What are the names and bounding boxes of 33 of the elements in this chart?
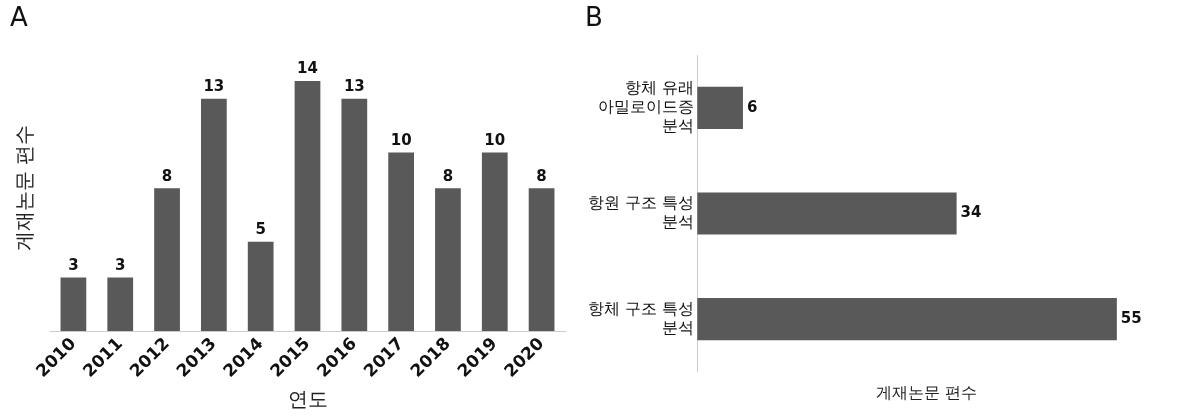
data-label: 8 [536,166,547,185]
data-label: 8 [442,166,454,185]
bar [341,98,368,332]
bar [154,188,180,332]
bar [107,277,134,332]
bar [200,98,227,332]
data-label: 8 [161,166,173,185]
chart-title: A [10,2,28,33]
bar [435,188,461,332]
data-label: 14 [297,59,318,78]
data-label: 10 [390,130,412,149]
data-label: 34 [960,203,982,222]
data-label: 3 [115,255,126,274]
data-label: 13 [343,77,365,96]
bar [528,188,555,332]
bar [294,80,321,332]
y-tick-label: 항체 유래 아밀로이드증 분석 [598,77,695,136]
data-label: 10 [484,130,506,149]
data-label: 13 [203,77,225,96]
bar [60,277,87,332]
y-tick-label: 항체 구조 특성 분석 [588,298,695,337]
x-axis-title: 게재논문 편수 [875,382,977,402]
bar [247,241,274,332]
y-axis-title: 게재논문 편수 [12,124,37,252]
chart-title: B [585,2,603,33]
x-axis-title: 연도 [287,387,328,412]
bar [388,152,415,332]
data-label: 6 [746,97,758,116]
data-label: 5 [255,220,266,239]
data-label: 3 [68,255,79,274]
y-tick-label: 항원 구조 특성 분석 [588,193,695,232]
bar [481,152,508,332]
data-label: 55 [1120,308,1142,327]
